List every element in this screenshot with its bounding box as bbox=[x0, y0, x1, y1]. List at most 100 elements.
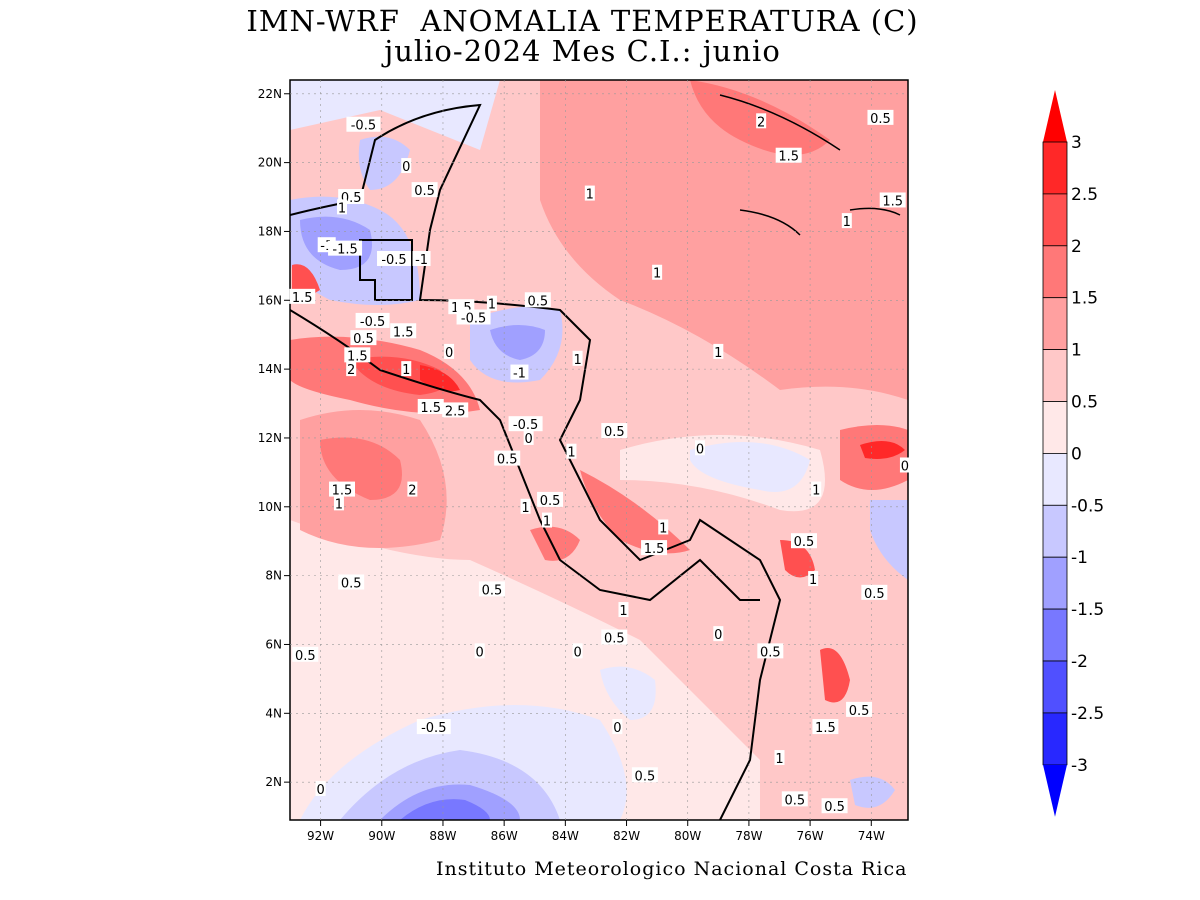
contour-label: 0.5 bbox=[849, 704, 870, 719]
y-tick-label: 18N bbox=[258, 224, 282, 238]
colorbar-segment bbox=[1042, 608, 1068, 662]
contour-label: 1 bbox=[402, 363, 410, 378]
contour-label: 0.5 bbox=[353, 332, 374, 347]
contour-label-bg bbox=[618, 602, 629, 618]
contour-label: 0.5 bbox=[604, 632, 625, 647]
contour-label-bg bbox=[601, 629, 628, 645]
contour-label-bg bbox=[478, 581, 505, 597]
contour-label-bg bbox=[775, 147, 802, 163]
colorbar-segment bbox=[1042, 556, 1068, 610]
contour-label-bg bbox=[486, 295, 497, 311]
contour-label: 0.5 bbox=[635, 769, 656, 784]
contour-label: 0.5 bbox=[870, 112, 891, 127]
contour-label-bg bbox=[821, 798, 848, 814]
contour-label: -0.5 bbox=[360, 315, 385, 330]
colorbar-segment bbox=[1042, 349, 1068, 402]
colorbar-label: -3 bbox=[1071, 756, 1088, 776]
contour-label-bg bbox=[713, 626, 724, 642]
contour-label: 1 bbox=[714, 346, 722, 361]
contour-label: 1 bbox=[586, 188, 594, 203]
x-tick-label: 88W bbox=[429, 829, 456, 843]
field-blob bbox=[870, 500, 908, 580]
contour-label-bg bbox=[494, 450, 521, 466]
field-blob bbox=[292, 264, 320, 297]
contour-label: 0.5 bbox=[794, 535, 815, 550]
contour-label-bg bbox=[537, 491, 564, 507]
contour-label: 1.5 bbox=[292, 291, 313, 306]
field-blob bbox=[820, 648, 850, 703]
colorbar-label: 2.5 bbox=[1071, 185, 1098, 205]
contour-label: 2 bbox=[347, 363, 355, 378]
contour-label: 0.5 bbox=[295, 649, 316, 664]
field-blob bbox=[490, 325, 545, 360]
contour-label: -1.5 bbox=[332, 243, 357, 258]
x-tick-label: 82W bbox=[613, 829, 640, 843]
contour-label: 1.5 bbox=[815, 721, 836, 736]
colorbar-label: -1 bbox=[1071, 548, 1088, 568]
contour-label-bg bbox=[315, 781, 326, 797]
contour-label: -0.5 bbox=[513, 418, 538, 433]
contour-label: 1.5 bbox=[778, 150, 799, 165]
contour-label: -1 bbox=[513, 367, 526, 382]
colorbar-label: 3 bbox=[1071, 133, 1082, 153]
contour-label: 1 bbox=[843, 215, 851, 230]
colorbar-segment bbox=[1042, 193, 1068, 247]
contour-label-bg bbox=[757, 643, 784, 659]
y-tick-label: 8N bbox=[265, 569, 282, 583]
contour-label: 1 bbox=[619, 604, 627, 619]
contour-label-bg bbox=[658, 519, 669, 535]
contour-label-bg bbox=[344, 347, 371, 363]
y-tick-label: 16N bbox=[258, 293, 282, 307]
contour-label-bg bbox=[846, 701, 873, 717]
contour-label: 1.5 bbox=[420, 401, 441, 416]
colorbar-label: -2.5 bbox=[1071, 704, 1104, 724]
credit-text: Instituto Meteorologico Nacional Costa R… bbox=[436, 858, 908, 880]
contour-label-bg bbox=[346, 116, 381, 132]
colorbar-segment bbox=[1042, 401, 1068, 454]
contour-label-bg bbox=[694, 440, 705, 456]
contour-label-bg bbox=[867, 109, 894, 125]
contour-label: 0.5 bbox=[497, 453, 518, 468]
contour-label-bg bbox=[444, 343, 455, 359]
contour-label: 1 bbox=[653, 267, 661, 282]
contour-label: 2 bbox=[408, 484, 416, 499]
contour-label: 0.5 bbox=[341, 577, 362, 592]
contour-label: 0.5 bbox=[784, 793, 805, 808]
contour-label-bg bbox=[474, 643, 485, 659]
x-tick-label: 74W bbox=[858, 829, 885, 843]
chart-subtitle: julio-2024 Mes C.I.: junio bbox=[384, 34, 781, 68]
contour-label: 1.5 bbox=[393, 325, 414, 340]
contour-label: 1 bbox=[573, 353, 581, 368]
y-axis-ticks: 22N 20N 18N 16N 14N 12N 10N 8N 6N 4N 2N bbox=[258, 87, 290, 789]
x-tick-label: 84W bbox=[552, 829, 579, 843]
chart-title: IMN-WRF ANOMALIA TEMPERATURA (C) bbox=[246, 4, 919, 38]
contour-label-bg bbox=[808, 571, 819, 587]
contour-label-bg bbox=[292, 646, 319, 662]
contour-label-bg bbox=[346, 361, 357, 377]
contour-label-bg bbox=[407, 481, 418, 497]
contour-label-bg bbox=[355, 312, 390, 328]
island-coastline bbox=[719, 94, 901, 236]
x-tick-label: 90W bbox=[368, 829, 395, 843]
y-tick-label: 6N bbox=[265, 637, 282, 651]
contour-label-bg bbox=[401, 361, 412, 377]
contour-label-bg bbox=[412, 250, 431, 266]
contour-label: 0 bbox=[445, 346, 453, 361]
contour-label-bg bbox=[411, 182, 438, 198]
contour-label: 1 bbox=[338, 201, 346, 216]
contour-label-bg bbox=[390, 323, 417, 339]
x-tick-label: 92W bbox=[307, 829, 334, 843]
colorbar-label: 1 bbox=[1071, 341, 1082, 361]
contour-label-bg bbox=[541, 512, 552, 528]
field-blob bbox=[540, 80, 908, 400]
contour-label-bg bbox=[572, 350, 583, 366]
contour-label: 0.5 bbox=[482, 583, 503, 598]
contour-label: -0.5 bbox=[351, 119, 376, 134]
contour-label-bg bbox=[879, 192, 906, 208]
contour-labels: -0.500.50.51-1 -1.5-0.5 -11.5-0.50.5 1.51.5… bbox=[289, 109, 910, 815]
contour-label: 0 bbox=[714, 628, 722, 643]
colorbar-label: -1.5 bbox=[1071, 600, 1104, 620]
contour-label-bg bbox=[508, 416, 543, 432]
x-tick-label: 78W bbox=[735, 829, 762, 843]
